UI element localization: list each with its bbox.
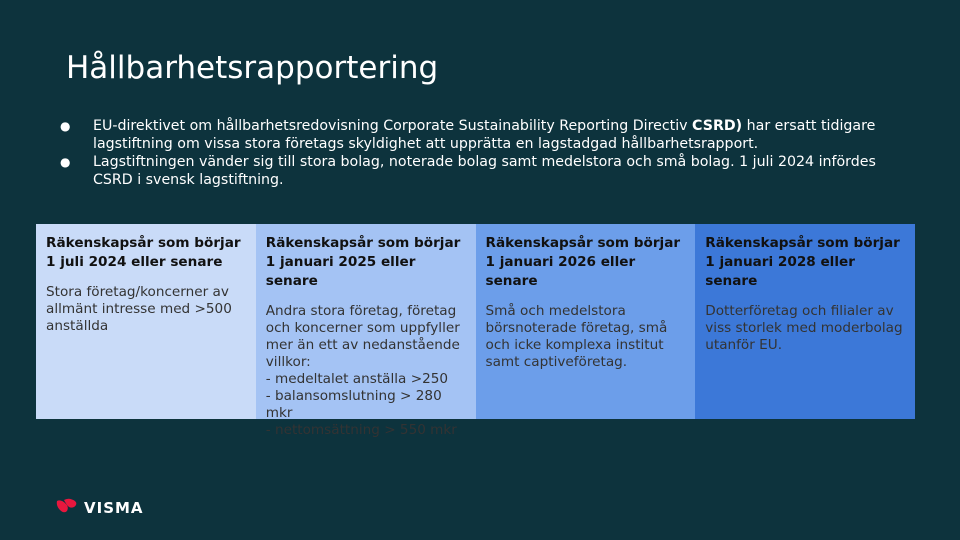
bullet-list: ● EU-direktivet om hållbarhetsredovisnin… <box>60 117 910 189</box>
visma-logo: VISMA <box>56 498 144 518</box>
slide-title: Hållbarhetsrapportering <box>66 50 439 86</box>
column-body: Stora företag/koncerner av allmänt intre… <box>46 284 232 334</box>
bullet-text-continued: har ersatt tidigare lagstiftning om viss… <box>93 118 876 152</box>
bullet-dot: ● <box>60 119 71 133</box>
timeline-column-2025: Räkenskapsår som börjar 1 januari 2025 e… <box>255 224 476 438</box>
column-heading: Räkenskapsår som börjar 1 januari 2026 e… <box>485 235 681 289</box>
column-heading: Räkenskapsår som börjar 1 januari 2025 e… <box>265 235 461 289</box>
bullet-dot: ● <box>60 155 71 169</box>
visma-logo-text: VISMA <box>84 499 144 517</box>
column-heading: Räkenskapsår som börjar 1 juli 2024 elle… <box>46 235 241 270</box>
timeline-column-2028: Räkenskapsår som börjar 1 januari 2028 e… <box>695 224 915 419</box>
column-body: Dotterföretag och filialer av viss storl… <box>705 303 903 353</box>
timeline-column-2024: Räkenskapsår som börjar 1 juli 2024 elle… <box>36 224 256 419</box>
visma-logo-icon <box>56 498 78 518</box>
bullet-text: Lagstiftningen vänder sig till stora bol… <box>93 154 876 188</box>
bullet-text: EU-direktivet om hållbarhetsredovisning … <box>93 118 693 134</box>
bullet-bold-text: CSRD) <box>692 118 743 134</box>
bullet-item: ● EU-direktivet om hållbarhetsredovisnin… <box>60 117 910 153</box>
timeline-columns: Räkenskapsår som börjar 1 juli 2024 elle… <box>36 224 915 438</box>
bullet-item: ● Lagstiftningen vänder sig till stora b… <box>60 153 910 189</box>
column-heading: Räkenskapsår som börjar 1 januari 2028 e… <box>705 235 900 289</box>
column-body: Andra stora företag, företag och koncern… <box>265 303 460 438</box>
timeline-column-2026: Räkenskapsår som börjar 1 januari 2026 e… <box>475 224 696 419</box>
column-body: Små och medelstora börsnoterade företag,… <box>485 303 668 370</box>
